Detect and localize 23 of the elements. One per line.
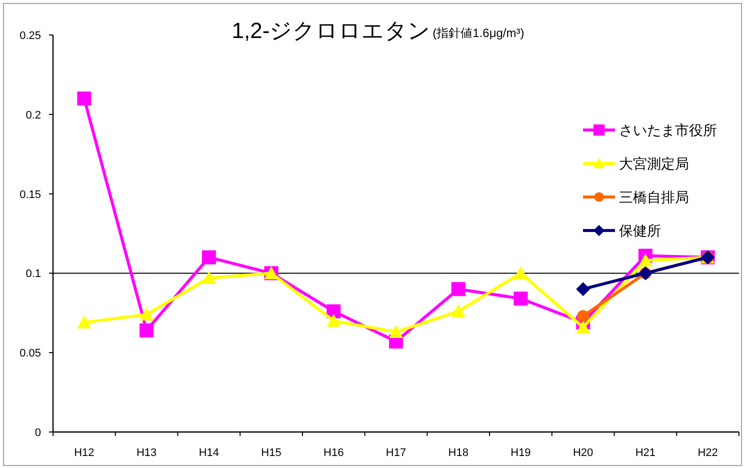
x-tick-label: H12 — [74, 447, 94, 459]
y-tick-label: 0 — [34, 427, 41, 439]
y-tick-label: 0.15 — [20, 188, 41, 201]
legend-label: 三橋自排局 — [619, 189, 689, 205]
x-tick-label: H22 — [698, 447, 718, 459]
legend-label: 保健所 — [619, 222, 661, 238]
x-tick-label: H21 — [635, 447, 656, 459]
x-tick-label: H17 — [386, 447, 406, 459]
x-tick-label: H14 — [198, 447, 220, 459]
x-tick-label: H13 — [136, 447, 157, 459]
x-tick-label: H15 — [261, 447, 282, 459]
chart-subtitle: (指針値1.6μg/m³) — [432, 26, 524, 40]
legend-label: 大宮測定局 — [619, 156, 689, 172]
x-tick-label: H19 — [510, 447, 531, 459]
y-tick-label: 0.1 — [26, 268, 41, 280]
x-tick-label: H20 — [572, 447, 594, 459]
x-tick-label: H16 — [324, 447, 344, 459]
chart-title: 1,2-ジクロロエタン — [232, 18, 431, 43]
y-tick-label: 0.2 — [26, 109, 41, 122]
x-tick-label: H18 — [448, 447, 468, 459]
y-tick-label: 0.25 — [20, 30, 41, 42]
y-tick-label: 0.05 — [20, 348, 41, 360]
legend-label: さいたま市役所 — [619, 122, 717, 138]
